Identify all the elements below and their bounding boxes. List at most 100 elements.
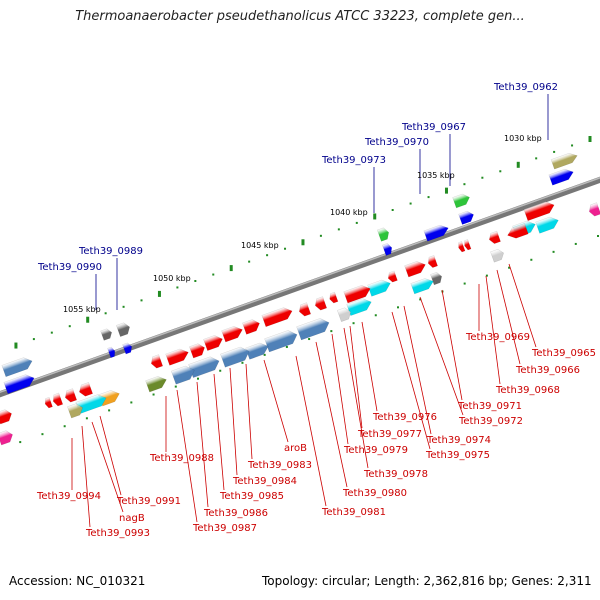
label-lines	[71, 94, 549, 528]
scale-labels: 1030 kbp 1035 kbp 1040 kbp 1045 kbp 1050 kbp…	[63, 134, 542, 314]
scale-tick	[104, 312, 107, 315]
scale-tick	[516, 161, 520, 168]
gene-arrow	[367, 279, 391, 297]
scale-tick	[499, 170, 502, 173]
scale-tick	[197, 377, 199, 380]
gene-label: Teth39_0994	[36, 491, 101, 502]
gene-arrow	[464, 239, 472, 251]
scale-tick	[508, 266, 511, 269]
scale-tick	[391, 209, 394, 211]
label-leader-line	[403, 305, 432, 435]
gene-arrow	[107, 346, 116, 359]
gene-arrow	[427, 255, 438, 268]
gene-arrow	[550, 153, 578, 170]
gene-arrow	[296, 318, 330, 341]
scale-tick	[157, 290, 161, 297]
scale-tick	[14, 342, 18, 349]
scale-tick	[263, 353, 266, 356]
label-leader-line	[81, 425, 91, 528]
gene-arrow	[423, 224, 449, 242]
scale-tick	[130, 401, 133, 404]
scale-tick	[485, 274, 488, 277]
gene-arrow	[507, 223, 529, 239]
label-leader-line	[391, 311, 431, 450]
gene-label: Teth39_0977	[357, 429, 422, 440]
label-leader-line	[295, 355, 327, 507]
label-leader-line	[361, 321, 378, 412]
scale-tick	[552, 250, 555, 253]
accession-text: Accession: NC_010321	[9, 574, 146, 588]
gene-arrow	[151, 354, 164, 369]
scale-tick	[355, 221, 358, 224]
gene-arrow	[299, 302, 312, 317]
gene-arrow	[145, 376, 167, 393]
scale-ticks	[14, 136, 599, 444]
label-leader-line	[315, 341, 348, 488]
scale-tick	[50, 331, 53, 334]
label-leader-line	[343, 327, 369, 469]
scale-label: 1045 kbp	[241, 241, 279, 250]
label-leader-line	[213, 373, 225, 491]
scale-tick	[352, 322, 355, 325]
gene-label: Teth39_0978	[363, 469, 428, 480]
gene-arrow	[329, 291, 339, 304]
label-leader-line	[496, 269, 521, 365]
scale-label: 1040 kbp	[330, 208, 368, 217]
gene-arrow	[261, 307, 293, 328]
gene-label: Teth39_0976	[372, 412, 437, 423]
scale-tick	[301, 239, 305, 246]
scale-tick	[337, 228, 340, 231]
gene-arrow	[116, 322, 130, 337]
genome-backbone-highlight	[0, 176, 600, 394]
scale-tick	[108, 409, 111, 412]
gene-arrow	[489, 230, 501, 244]
gene-arrow	[67, 403, 83, 419]
gene-arrow	[589, 202, 600, 217]
scale-tick	[140, 299, 143, 302]
scale-label: 1035 kbp	[417, 171, 455, 180]
scale-tick	[308, 338, 311, 341]
gene-arrow	[315, 296, 328, 311]
gene-label: Teth39_0980	[342, 488, 407, 499]
scale-tick	[122, 305, 125, 308]
scale-tick	[588, 136, 592, 142]
label-leader-line	[99, 415, 122, 496]
gene-arrow	[430, 272, 442, 286]
gene-label: Teth39_0974	[426, 435, 491, 446]
gene-arrow	[1, 357, 33, 378]
scale-tick	[530, 258, 533, 261]
gene-arrow	[189, 343, 205, 359]
gene-arrow	[242, 319, 260, 335]
scale-tick	[553, 150, 556, 153]
label-leader-line	[245, 363, 253, 460]
gene-arrow	[44, 396, 53, 409]
label-leader-line	[485, 275, 501, 385]
gene-label: Teth39_0989	[78, 246, 143, 257]
scale-tick	[241, 361, 244, 364]
gene-label: Teth39_0987	[192, 523, 257, 534]
scale-tick	[409, 202, 412, 205]
topology-text: Topology: circular; Length: 2,362,816 bp…	[262, 574, 592, 588]
gene-arrow	[404, 261, 426, 278]
scale-tick	[419, 298, 422, 301]
scale-tick	[85, 417, 88, 420]
gene-arrow	[165, 348, 189, 366]
gene-arrow	[170, 365, 195, 385]
label-leader-line	[331, 333, 349, 445]
gene-label: Teth39_0969	[465, 332, 530, 343]
gene-arrow	[221, 326, 243, 343]
scale-tick	[574, 242, 577, 245]
gene-arrow	[458, 210, 474, 225]
gene-features	[0, 153, 600, 446]
label-leader-line	[176, 389, 198, 523]
scale-label: 1055 kbp	[63, 305, 101, 314]
gene-arrow	[548, 168, 574, 186]
gene-arrow	[382, 243, 393, 256]
gene-label: Teth39_0965	[531, 348, 596, 359]
scale-tick	[212, 273, 215, 276]
scale-tick	[229, 265, 233, 272]
gene-arrow	[410, 278, 434, 295]
gene-arrow	[343, 285, 371, 304]
gene-label: Teth39_0984	[232, 476, 297, 487]
